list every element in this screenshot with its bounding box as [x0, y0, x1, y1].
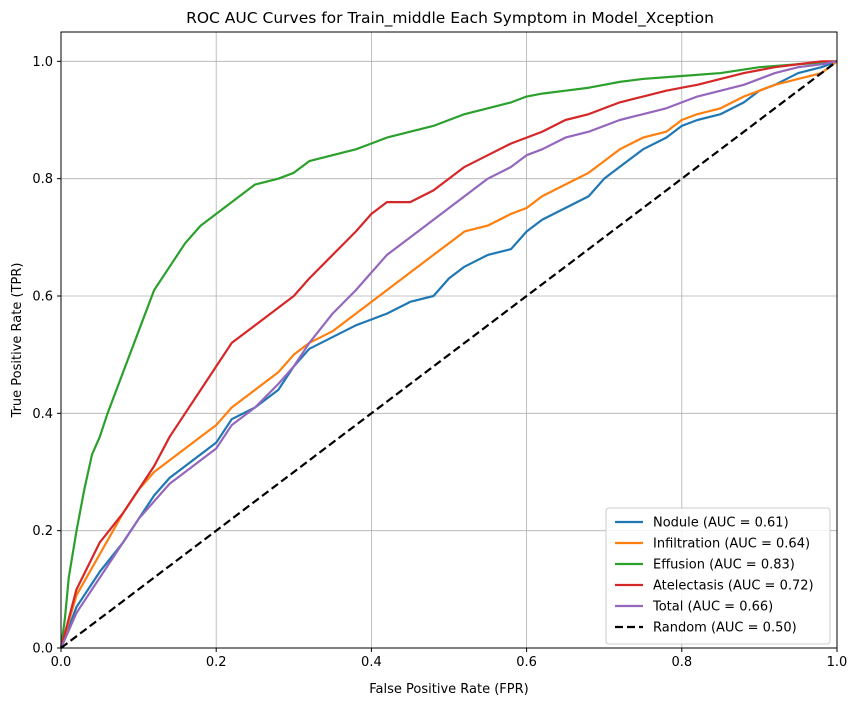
series-line-effusion [59, 60, 838, 649]
x-tick-label: 1.0 [827, 655, 848, 670]
chart-title: ROC AUC Curves for Train_middle Each Sym… [186, 9, 714, 28]
series-line-total [59, 60, 838, 649]
y-axis-ticks: 0.0 0.2 0.4 0.6 0.8 1.0 [32, 55, 61, 657]
legend-label-infiltration: Infiltration (AUC = 0.64) [653, 537, 810, 552]
x-tick-label: 0.8 [671, 655, 692, 670]
y-tick-label: 0.0 [32, 642, 53, 657]
x-axis-label: False Positive Rate (FPR) [369, 682, 528, 697]
x-tick-label: 0.0 [51, 655, 72, 670]
legend: Nodule (AUC = 0.61) Infiltration (AUC = 0… [605, 507, 831, 645]
legend-label-effusion: Effusion (AUC = 0.83) [653, 558, 795, 573]
series-line-random [60, 60, 838, 649]
y-tick-label: 0.2 [32, 524, 53, 539]
legend-label-atelectasis: Atelectasis (AUC = 0.72) [653, 579, 814, 594]
legend-label-nodule: Nodule (AUC = 0.61) [653, 516, 789, 531]
series-line-nodule [59, 60, 838, 649]
x-tick-label: 0.6 [516, 655, 537, 670]
series-line-infiltration [59, 60, 838, 649]
y-tick-label: 0.6 [32, 290, 53, 305]
x-tick-label: 0.4 [361, 655, 382, 670]
series-layer [59, 60, 838, 649]
x-tick-label: 0.2 [206, 655, 227, 670]
legend-box [605, 507, 831, 645]
y-tick-label: 0.4 [32, 407, 53, 422]
y-tick-label: 0.8 [32, 172, 53, 187]
y-tick-label: 1.0 [32, 55, 53, 70]
y-axis-label: True Positive Rate (TPR) [10, 263, 25, 419]
legend-label-random: Random (AUC = 0.50) [653, 621, 797, 636]
x-axis-ticks: 0.0 0.2 0.4 0.6 0.8 1.0 [51, 648, 848, 670]
plot-frame [60, 31, 838, 649]
series-line-atelectasis [59, 60, 837, 649]
legend-label-total: Total (AUC = 0.66) [652, 600, 773, 615]
